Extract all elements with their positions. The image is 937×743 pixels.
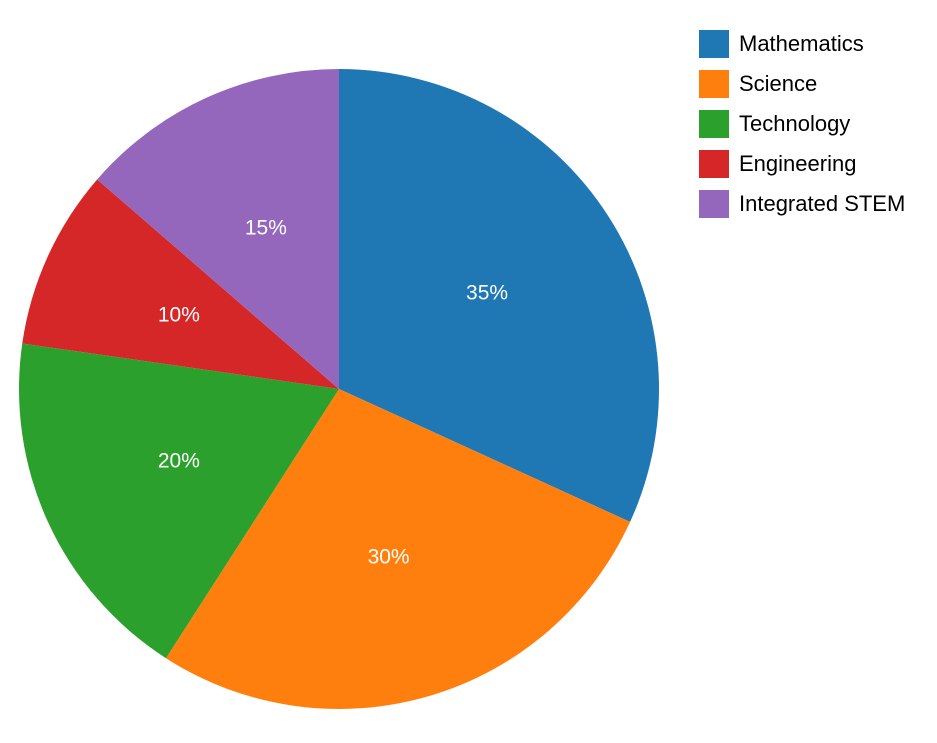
pie-slices: [19, 69, 659, 709]
slice-label-mathematics: 35%: [466, 281, 508, 304]
slice-label-science: 30%: [368, 545, 410, 568]
legend-label-engineering: Engineering: [739, 151, 856, 176]
pie-slice-engineering: [22, 179, 339, 389]
legend-swatch-engineering: [699, 150, 729, 178]
pie-slice-science: [165, 389, 631, 709]
legend-label-technology: Technology: [739, 111, 850, 136]
legend-swatch-integrated-stem: [699, 190, 729, 218]
legend-swatch-science: [699, 70, 729, 98]
pie-slice-technology: [19, 343, 340, 659]
pie-slice-integrated-stem: [97, 69, 340, 389]
legend-swatch-mathematics: [699, 30, 729, 58]
legend-label-science: Science: [739, 71, 817, 96]
slice-label-engineering: 10%: [158, 303, 200, 326]
legend: Mathematics Science Technology Engineering I…: [699, 30, 905, 218]
legend-label-integrated-stem: Integrated STEM: [739, 191, 905, 216]
slice-label-integrated-stem: 15%: [245, 216, 287, 239]
pie-slice-labels: 35% 30% 20% 10% 15%: [158, 216, 508, 568]
slice-label-technology: 20%: [158, 450, 200, 473]
pie-slice-mathematics: [339, 69, 659, 522]
legend-swatch-technology: [699, 110, 729, 138]
legend-label-mathematics: Mathematics: [739, 31, 864, 56]
